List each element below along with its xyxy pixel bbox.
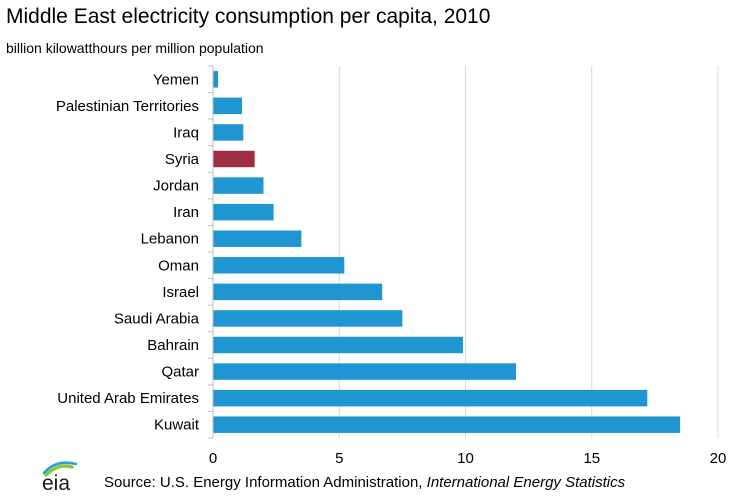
y-tick-label: Bahrain xyxy=(147,337,199,354)
bar xyxy=(213,336,463,354)
bar xyxy=(213,416,681,433)
x-tick-label: 15 xyxy=(583,450,600,467)
y-tick-label: Syria xyxy=(165,151,200,168)
bar xyxy=(213,177,264,194)
x-tick-label: 0 xyxy=(209,450,217,467)
chart-title: Middle East electricity consumption per … xyxy=(6,5,491,28)
y-tick-label: Kuwait xyxy=(154,417,200,434)
bar xyxy=(213,150,255,168)
x-tick-label: 10 xyxy=(457,450,474,467)
eia-logo: eia xyxy=(42,461,78,493)
bar xyxy=(213,363,516,380)
y-tick-label: Jordan xyxy=(153,178,199,195)
logo-text: eia xyxy=(42,472,70,493)
bar xyxy=(213,71,219,88)
source-prefix: Source: U.S. Energy Information Administ… xyxy=(104,474,427,491)
y-tick-label: Israel xyxy=(162,284,199,301)
logo-arc-blue xyxy=(42,461,78,475)
y-tick-label: United Arab Emirates xyxy=(57,390,199,407)
bar xyxy=(213,283,383,301)
bar xyxy=(213,310,403,327)
y-tick-label: Oman xyxy=(158,257,199,274)
logo-arc-green xyxy=(44,464,74,477)
bar xyxy=(213,257,345,274)
bar xyxy=(213,230,302,247)
y-tick-label: Lebanon xyxy=(141,231,199,248)
bar-chart: 0 5 10 15 20 Yemen Palestinian Territories Iraq… xyxy=(56,65,727,467)
y-tick-label: Iran xyxy=(173,204,199,221)
bar xyxy=(213,203,274,221)
chart-subtitle: billion kilowatthours per million popula… xyxy=(6,40,264,56)
source-note: Source: U.S. Energy Information Administ… xyxy=(104,474,625,491)
x-tick-label: 20 xyxy=(710,450,727,467)
y-tick-label: Saudi Arabia xyxy=(114,310,200,327)
y-tick-label: Yemen xyxy=(153,71,199,88)
bar xyxy=(213,389,648,407)
x-tick-label: 5 xyxy=(335,450,343,467)
bar xyxy=(213,97,243,115)
y-tick-label: Qatar xyxy=(161,364,199,381)
y-tick-label: Iraq xyxy=(173,124,199,141)
source-publication: International Energy Statistics xyxy=(426,474,626,491)
bar xyxy=(213,124,244,141)
y-tick-label: Palestinian Territories xyxy=(56,98,199,115)
